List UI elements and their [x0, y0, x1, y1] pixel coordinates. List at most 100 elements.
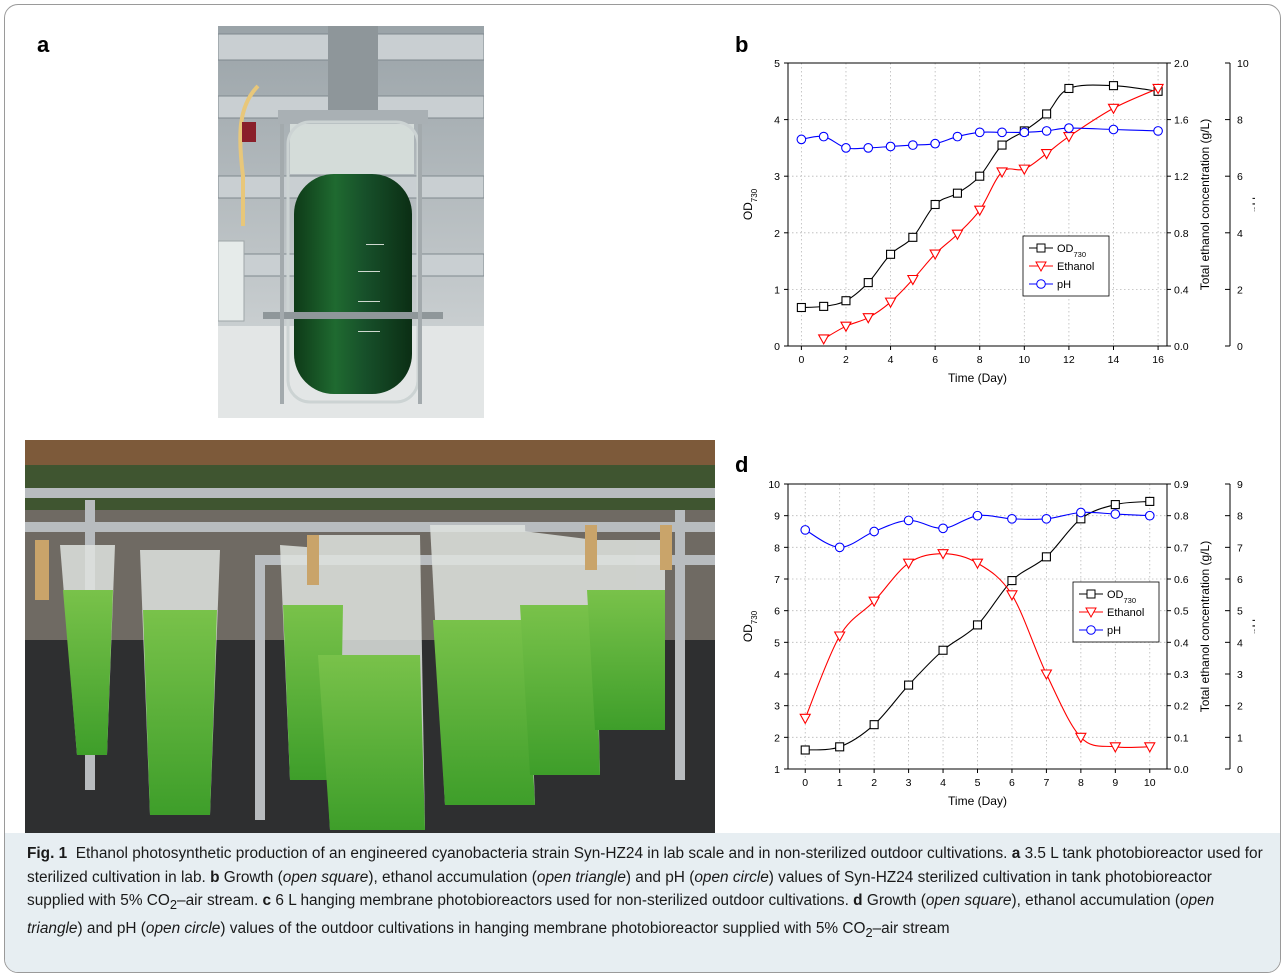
y2-tick-label: 0.4	[1174, 284, 1189, 296]
data-point-ph	[863, 143, 874, 153]
data-point-od	[1007, 576, 1017, 586]
x-tick-label: 6	[932, 354, 938, 366]
caption-background	[5, 833, 1280, 972]
caption-b-text3: ) and pH (	[625, 868, 695, 886]
caption-b-text5: –air stream.	[177, 892, 263, 909]
y2-axis-label: Total ethanol concentration (g/L)	[1198, 119, 1212, 290]
caption-d-triangle: open triangle	[27, 892, 1215, 937]
chart-b: 0 2 4 6 8 10 12 14 160123450.00.40.81.21.62.0024…	[741, 58, 1255, 385]
data-point-ph	[1153, 126, 1163, 136]
data-point-ethanol	[971, 558, 984, 570]
data-point-od	[1042, 109, 1052, 119]
data-point-ph	[1019, 127, 1030, 138]
data-point-ethanol	[884, 297, 897, 309]
data-point-ph	[841, 143, 851, 153]
data-point-od	[930, 199, 940, 210]
figure-caption: Fig. 1 Ethanol photosynthetic production…	[27, 842, 1267, 944]
x-tick-label: 2	[843, 354, 849, 366]
x-tick-label: 0	[798, 354, 804, 366]
legend-marker-ph	[1036, 279, 1046, 289]
legend-marker-od	[1036, 243, 1046, 253]
data-point-ethanol	[817, 334, 830, 346]
caption-b-square: open square	[282, 868, 369, 886]
y-tick-label: 10	[768, 479, 780, 491]
y-tick-label: 4	[774, 115, 780, 127]
data-point-ph	[974, 127, 985, 138]
data-point-od	[886, 249, 896, 259]
data-point-od	[938, 645, 948, 655]
data-point-ethanol	[1107, 103, 1120, 115]
y3-tick-label: 6	[1237, 574, 1243, 586]
x-tick-label: 4	[888, 354, 894, 366]
panel-label-a: a	[37, 32, 50, 57]
data-point-ethanol	[996, 167, 1008, 179]
y3-tick-label: 2	[1237, 284, 1243, 296]
data-point-ethanol	[906, 274, 919, 286]
caption-b-text4: ) values of Syn-HZ24 sterilized cultivat…	[27, 868, 1212, 910]
x-tick-label: 1	[837, 777, 843, 789]
data-point-ethanol	[1006, 590, 1018, 601]
caption-c-text: 6 L hanging membrane photobioreactors us…	[271, 892, 854, 909]
data-point-ph	[938, 523, 948, 534]
y3-tick-label: 0	[1237, 764, 1243, 776]
x-tick-label: 8	[1078, 777, 1084, 789]
y3-tick-label: 8	[1237, 115, 1243, 127]
caption-b-text1: Growth (	[219, 868, 283, 886]
data-point-od	[869, 720, 879, 730]
data-point-ethanol	[1018, 164, 1031, 176]
y3-tick-label: 4	[1237, 228, 1243, 240]
figure-frame	[4, 4, 1281, 973]
caption-d-square: open square	[925, 892, 1012, 909]
y3-axis-label: pH	[1250, 197, 1255, 212]
x-tick-label: 2	[871, 777, 877, 789]
x-axis-label: Time (Day)	[948, 371, 1007, 385]
y2-tick-label: 2.0	[1174, 58, 1189, 70]
chart-d: 0 1 2 3 4 5 6 7 8 9 10123456789100.00.10.20.30.40.…	[741, 479, 1255, 808]
data-point-od	[863, 278, 873, 288]
x-tick-label: 3	[906, 777, 912, 789]
y2-tick-label: 0.0	[1174, 341, 1189, 353]
caption-a-text: 3.5 L tank photobioreactor used for ster…	[27, 845, 1263, 886]
data-point-od	[908, 232, 918, 242]
data-point-od	[904, 680, 914, 690]
x-tick-label: 9	[1112, 777, 1118, 789]
x-tick-label: 16	[1152, 354, 1164, 366]
data-point-ph	[1108, 124, 1119, 135]
y-axis-label-sub: 730	[750, 188, 759, 202]
y-tick-label: 3	[774, 701, 780, 713]
data-point-ph	[818, 131, 829, 142]
data-point-ph	[800, 525, 811, 535]
caption-a-label: a	[1011, 845, 1021, 862]
y-tick-label: 2	[774, 228, 780, 240]
y-tick-label: 5	[774, 58, 780, 70]
data-point-od	[796, 302, 806, 313]
caption-d-label: d	[853, 892, 863, 909]
y-tick-label: 0	[774, 341, 780, 353]
legend-label-sub: 730	[1124, 596, 1137, 605]
data-point-ph	[930, 138, 940, 149]
x-tick-label: 10	[1018, 354, 1030, 366]
data-point-ethanol	[902, 558, 915, 570]
data-point-ethanol	[868, 596, 881, 608]
x-tick-label: 7	[1043, 777, 1049, 789]
legend-marker-ethanol	[1035, 261, 1047, 273]
data-point-ethanol	[937, 549, 949, 560]
y-axis-label: OD730	[741, 610, 759, 642]
data-point-ph	[1110, 509, 1121, 519]
data-point-od	[1145, 496, 1155, 506]
data-point-ethanol	[1040, 669, 1053, 681]
data-point-ph	[997, 127, 1007, 138]
data-point-ethanol	[973, 205, 986, 217]
panel-label-d: d	[735, 452, 749, 477]
series-line-ethanol	[823, 87, 1159, 340]
data-point-ethanol	[840, 321, 852, 333]
data-point-ph	[796, 134, 807, 145]
y-tick-label: 7	[774, 574, 780, 586]
data-point-od	[835, 742, 845, 752]
y2-axis-label: Total ethanol concentration (g/L)	[1198, 541, 1212, 712]
caption-d-text3: ) and pH (	[77, 919, 146, 937]
data-point-ph	[907, 140, 918, 150]
y3-tick-label: 2	[1237, 701, 1243, 713]
y2-tick-label: 0.0	[1174, 764, 1189, 776]
data-point-ph	[834, 542, 845, 553]
